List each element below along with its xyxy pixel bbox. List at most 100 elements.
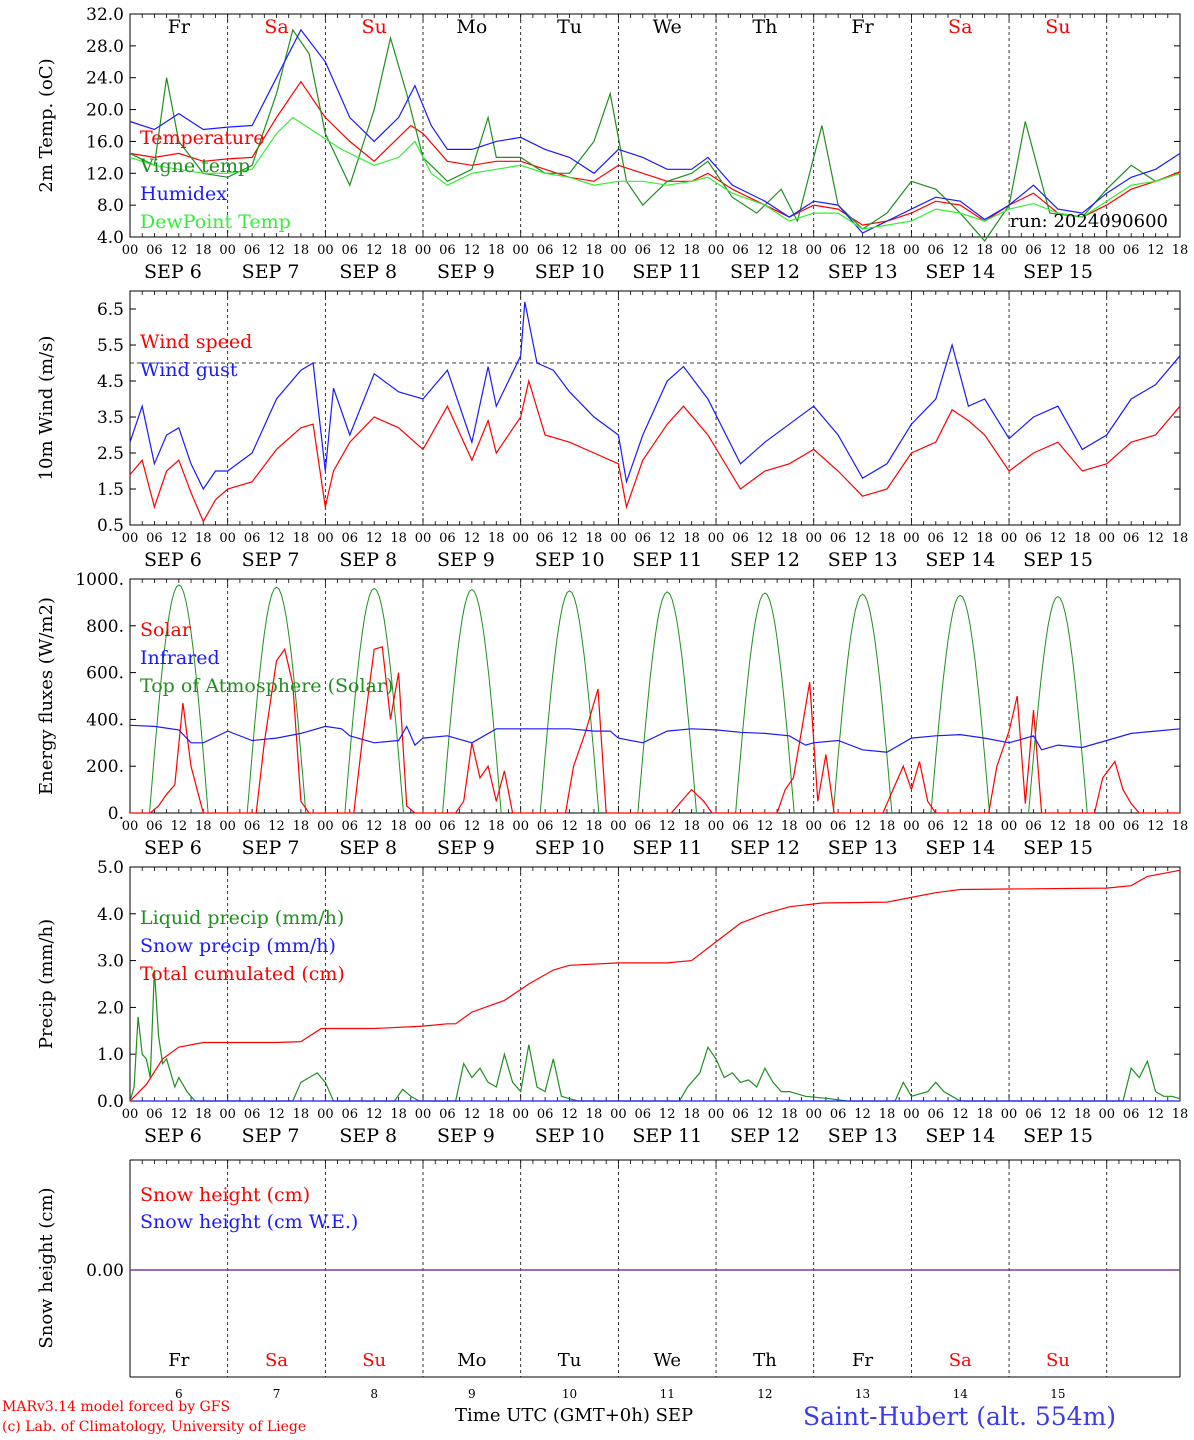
- date-label: SEP 13: [828, 1125, 898, 1147]
- hour-tick-label: 18: [879, 1107, 896, 1122]
- hour-tick-label: 18: [586, 531, 603, 546]
- series-line: [129, 724, 1181, 753]
- hour-tick-label: 00: [219, 531, 236, 546]
- hour-tick-label: 12: [171, 531, 188, 546]
- toa-solar-curve: [442, 588, 502, 814]
- hour-tick-label: 12: [561, 243, 578, 258]
- station-name: Saint-Hubert (alt. 554m): [803, 1402, 1117, 1431]
- hour-tick-label: 06: [928, 1107, 945, 1122]
- y-tick-label: 400.: [86, 710, 124, 730]
- hour-tick-label: 12: [659, 243, 676, 258]
- hour-tick-label: 06: [439, 243, 456, 258]
- hour-tick-label: 00: [415, 819, 432, 834]
- hour-tick-label: 18: [293, 1107, 310, 1122]
- toa-solar-curve: [735, 592, 795, 814]
- hour-tick-label: 06: [537, 243, 554, 258]
- hour-tick-label: 06: [439, 531, 456, 546]
- date-label: SEP 9: [437, 837, 495, 859]
- hour-tick-label: 00: [317, 1107, 334, 1122]
- y-tick-label: 32.0: [86, 5, 124, 25]
- hour-tick-label: 12: [1050, 1107, 1067, 1122]
- day-number: 10: [562, 1387, 577, 1401]
- y-tick-label: 0.5: [97, 516, 124, 536]
- hour-tick-label: 18: [976, 243, 993, 258]
- hour-tick-label: 18: [781, 1107, 798, 1122]
- y-tick-label: 12.0: [86, 164, 124, 184]
- hour-tick-label: 06: [537, 1107, 554, 1122]
- hour-tick-label: 06: [244, 819, 261, 834]
- y-axis-label: Snow height (cm): [36, 1187, 57, 1348]
- hour-tick-label: 00: [903, 531, 920, 546]
- y-tick-label: 0.0: [97, 1092, 124, 1112]
- toa-solar-curve: [246, 586, 307, 814]
- hour-tick-label: 18: [586, 1107, 603, 1122]
- hour-tick-label: 18: [879, 531, 896, 546]
- hour-tick-label: 00: [610, 243, 627, 258]
- hour-tick-label: 12: [464, 819, 481, 834]
- weekday-label: Tu: [558, 1350, 582, 1371]
- y-tick-label: 1.5: [97, 480, 124, 500]
- hour-tick-label: 12: [757, 819, 774, 834]
- hour-tick-label: 12: [171, 243, 188, 258]
- legend-entry: Top of Atmosphere (Solar): [140, 675, 393, 697]
- run-annotation: run: 2024090600: [1010, 211, 1168, 232]
- hour-tick-label: 00: [903, 243, 920, 258]
- hour-tick-label: 18: [390, 531, 407, 546]
- date-label: SEP 10: [535, 1125, 605, 1147]
- date-label: SEP 9: [437, 1125, 495, 1147]
- hour-tick-label: 12: [268, 531, 285, 546]
- hour-tick-label: 00: [708, 819, 725, 834]
- hour-tick-label: 00: [512, 819, 529, 834]
- y-tick-label: 200.: [86, 757, 124, 777]
- hour-tick-label: 00: [805, 243, 822, 258]
- hour-tick-label: 18: [488, 531, 505, 546]
- hour-tick-label: 18: [390, 243, 407, 258]
- y-tick-label: 0.00: [86, 1261, 124, 1281]
- hour-tick-label: 00: [805, 1107, 822, 1122]
- hour-tick-label: 18: [976, 531, 993, 546]
- hour-tick-label: 18: [879, 819, 896, 834]
- hour-tick-label: 00: [1001, 819, 1018, 834]
- legend-entry: Infrared: [140, 647, 220, 669]
- y-axis-label: 2m Temp. (oC): [36, 58, 57, 192]
- weekday-label: Su: [1046, 1350, 1070, 1371]
- series-line: [129, 869, 1181, 1102]
- hour-tick-label: 12: [561, 531, 578, 546]
- hour-tick-label: 00: [512, 1107, 529, 1122]
- hour-tick-label: 18: [390, 1107, 407, 1122]
- y-tick-label: 600.: [86, 664, 124, 684]
- hour-tick-label: 00: [1001, 531, 1018, 546]
- hour-tick-label: 12: [1050, 819, 1067, 834]
- date-label: SEP 13: [828, 261, 898, 283]
- weekday-label: Sa: [949, 1350, 972, 1371]
- hour-tick-label: 12: [561, 819, 578, 834]
- y-tick-label: 5.5: [97, 336, 124, 356]
- hour-tick-label: 12: [464, 531, 481, 546]
- date-label: SEP 11: [632, 261, 702, 283]
- hour-tick-label: 06: [341, 243, 358, 258]
- weekday-label: Mo: [456, 16, 487, 38]
- hour-tick-label: 06: [635, 531, 652, 546]
- legend-entry: Temperature: [140, 127, 264, 149]
- day-number: 14: [953, 1387, 969, 1401]
- hour-tick-label: 18: [195, 819, 212, 834]
- legend-entry: Wind speed: [140, 331, 252, 353]
- toa-solar-curve: [637, 591, 697, 814]
- hour-tick-label: 06: [146, 531, 163, 546]
- legend-entry: Total cumulated (cm): [140, 963, 345, 985]
- hour-tick-label: 12: [952, 1107, 969, 1122]
- hour-tick-label: 12: [757, 243, 774, 258]
- day-number: 9: [468, 1387, 476, 1401]
- lab-credit: (c) Lab. of Climatology, University of L…: [2, 1419, 307, 1435]
- weekday-label: We: [653, 16, 682, 38]
- series-line: [129, 116, 1181, 230]
- hour-tick-label: 12: [366, 531, 383, 546]
- hour-tick-label: 18: [879, 243, 896, 258]
- y-tick-label: 20.0: [86, 101, 124, 121]
- date-label: SEP 13: [828, 549, 898, 571]
- date-label: SEP 15: [1023, 261, 1093, 283]
- date-label: SEP 14: [925, 549, 995, 571]
- hour-tick-label: 06: [146, 819, 163, 834]
- hour-tick-label: 12: [366, 243, 383, 258]
